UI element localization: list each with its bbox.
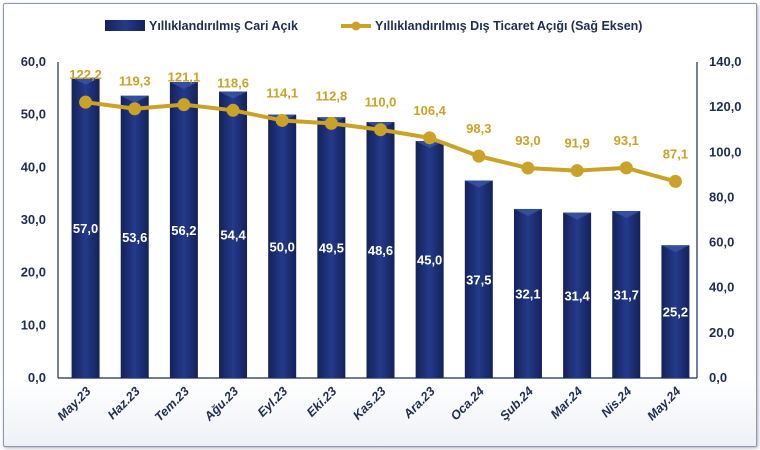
bar-bevel xyxy=(612,211,641,219)
y-tick-label: 60,0 xyxy=(21,54,46,69)
bar xyxy=(219,91,248,378)
y2-tick-label: 80,0 xyxy=(709,189,734,204)
y-tick-label: 10,0 xyxy=(21,317,46,332)
bar-label: 54,4 xyxy=(220,228,246,243)
y2-tick-label: 140,0 xyxy=(709,54,742,69)
x-tick-label: Nis.24 xyxy=(598,384,634,420)
line-point xyxy=(570,164,584,178)
y-tick-label: 50,0 xyxy=(21,107,46,122)
x-tick-label: Mar.24 xyxy=(548,384,585,421)
bar xyxy=(317,117,346,379)
y-tick-label: 40,0 xyxy=(21,159,46,174)
bar-bevel xyxy=(120,95,149,103)
bar-label: 37,5 xyxy=(466,272,491,287)
line-label: 110,0 xyxy=(365,95,397,110)
bar-label: 57,0 xyxy=(73,221,98,236)
bar-label: 56,2 xyxy=(171,223,196,238)
x-tick-label: Haz.23 xyxy=(105,384,143,422)
x-tick-label: Şub.24 xyxy=(497,384,536,423)
x-tick-label: Ara.23 xyxy=(400,384,438,422)
bar-label: 53,6 xyxy=(122,230,147,245)
bar-bevel xyxy=(169,82,198,90)
line-label: 112,8 xyxy=(315,88,347,103)
line-point xyxy=(619,161,633,175)
bar-bevel xyxy=(415,141,444,148)
legend-line-marker xyxy=(351,21,361,31)
bar xyxy=(612,211,641,378)
line-point xyxy=(423,131,437,145)
line-label: 87,1 xyxy=(663,146,688,161)
bar-label: 31,4 xyxy=(564,288,590,303)
bar xyxy=(513,208,542,378)
x-tick-label: Kas.23 xyxy=(350,384,388,422)
line-label: 121,1 xyxy=(168,70,201,85)
line-point xyxy=(128,102,142,116)
bar xyxy=(71,77,100,379)
x-tick-label: Eyl.23 xyxy=(255,384,290,419)
y-tick-label: 0,0 xyxy=(28,370,46,385)
bar-bevel xyxy=(563,212,592,220)
line-label: 98,3 xyxy=(466,121,491,136)
line-point xyxy=(668,174,682,188)
x-tick-label: Eki.23 xyxy=(304,384,339,419)
y2-tick-label: 100,0 xyxy=(709,144,742,159)
line-label: 122,2 xyxy=(69,67,102,82)
bar xyxy=(169,82,198,378)
y2-tick-label: 20,0 xyxy=(709,325,734,340)
y2-tick-label: 40,0 xyxy=(709,280,734,295)
bar-label: 45,0 xyxy=(417,253,442,268)
bar-label: 48,6 xyxy=(368,243,393,258)
line-label: 91,9 xyxy=(564,136,589,151)
x-tick-label: Ağu.23 xyxy=(201,384,241,424)
line-point xyxy=(374,123,387,137)
line-point xyxy=(226,103,240,117)
bar xyxy=(661,245,690,378)
legend-line-label: Yıllıklandırılmış Dış Ticaret Açığı (Sağ… xyxy=(375,19,642,33)
bar-bevel xyxy=(513,208,542,216)
line-label: 93,0 xyxy=(515,133,540,148)
line-point xyxy=(275,113,289,127)
bar-bevel xyxy=(661,245,690,253)
line-point xyxy=(472,149,486,163)
line-point xyxy=(177,98,191,112)
bar-bevel xyxy=(71,77,100,85)
line-point xyxy=(79,95,93,109)
bar xyxy=(464,180,493,378)
line-label: 118,6 xyxy=(217,75,249,90)
bar-label: 32,1 xyxy=(515,286,540,301)
x-tick-label: May.23 xyxy=(55,384,94,423)
x-tick-label: Oca.24 xyxy=(448,384,487,423)
x-tick-label: Tem.23 xyxy=(152,384,192,424)
bar xyxy=(366,122,395,378)
line-label: 114,1 xyxy=(266,85,298,100)
y2-tick-label: 0,0 xyxy=(709,370,727,385)
legend-bar-swatch xyxy=(105,20,145,31)
bar-label: 25,2 xyxy=(663,305,688,320)
line-label: 93,1 xyxy=(614,133,639,148)
bar-label: 50,0 xyxy=(270,239,295,254)
line-label: 106,4 xyxy=(413,103,446,118)
y-tick-label: 20,0 xyxy=(21,265,46,280)
bar xyxy=(563,212,592,378)
y2-tick-label: 120,0 xyxy=(709,99,742,114)
x-tick-label: May.24 xyxy=(644,384,683,423)
y-tick-label: 30,0 xyxy=(21,212,46,227)
bar xyxy=(268,114,297,379)
line-point xyxy=(521,161,535,175)
line-point xyxy=(324,116,338,130)
bar-label: 31,7 xyxy=(614,288,639,303)
bar-label: 49,5 xyxy=(319,241,344,256)
bar xyxy=(415,141,444,378)
line-label: 119,3 xyxy=(119,74,151,89)
legend-bar-label: Yıllıklandırılmış Cari Açık xyxy=(149,19,298,33)
y2-tick-label: 60,0 xyxy=(709,235,734,250)
bar xyxy=(120,95,149,378)
bar-bevel xyxy=(464,180,493,188)
bar-bevel xyxy=(219,91,248,99)
